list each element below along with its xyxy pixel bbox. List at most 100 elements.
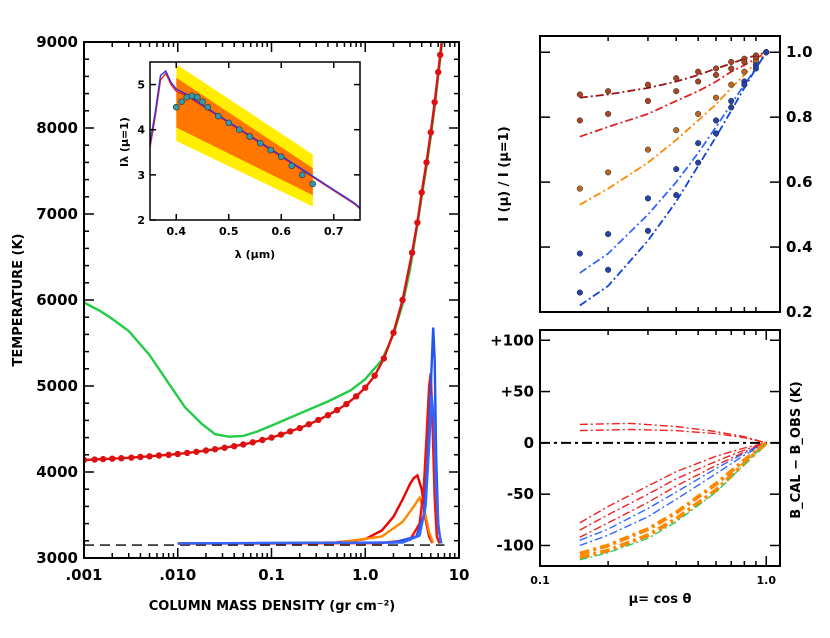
main-ytick-label: 9000 (36, 33, 78, 51)
intensity-ratio-observed-point (576, 250, 583, 257)
main-point (277, 431, 285, 438)
inset-ytick-label: 5 (137, 79, 145, 92)
main-point (305, 421, 313, 428)
intensity-ratio-ticks: 0.2 0.4 0.6 0.8 1.0 (540, 36, 813, 321)
intensity-ratio-observed-point (644, 227, 652, 234)
brightness-residual-xtick-label: 0.1 (530, 574, 550, 587)
intensity-ratio-observed-point (763, 49, 770, 56)
intensity-ratio-observed-point (605, 110, 612, 117)
main-point (431, 99, 438, 106)
intensity-ratio-curve-4 (579, 51, 768, 274)
main-plot-area (84, 22, 447, 546)
main-series-contribution-blue-2 (177, 394, 443, 545)
intensity-ratio-observed-point (576, 185, 583, 192)
inset-observed-point (256, 139, 264, 147)
main-ytick-label: 4000 (36, 463, 78, 481)
main-point (390, 329, 397, 336)
inset-observed-point (214, 112, 222, 120)
main-xtick-label: 1.0 (352, 566, 379, 584)
intensity-ratio-observed-point (605, 266, 612, 273)
main-point (352, 393, 360, 400)
intensity-ratio-ytick-label: 0.4 (786, 238, 813, 256)
main-point (193, 448, 200, 455)
inset-xtick-label: 0.7 (324, 225, 344, 238)
brightness-residual-xlabel: μ= cos θ (629, 592, 692, 607)
main-point (414, 219, 421, 226)
brightness-residual-orange-1 (579, 441, 768, 556)
intensity-ratio-ylabel: I (μ) / I (μ=1) (497, 126, 512, 221)
intensity-ratio-observed-point (713, 117, 720, 124)
intensity-ratio-observed-point (605, 88, 612, 95)
main-xtick-label: 10 (449, 566, 470, 584)
inset-xtick-label: 0.6 (272, 225, 292, 238)
inset-xtick-label: 0.4 (167, 225, 187, 238)
intensity-ratio-observed-point (673, 127, 680, 134)
main-point (315, 416, 322, 424)
intensity-ratio-panel: 0.2 0.4 0.6 0.8 1.0 I (μ) / I (μ=1) (497, 35, 813, 321)
intensity-ratio-observed-point (644, 146, 652, 153)
main-point (399, 296, 406, 304)
intensity-ratio-observed-point (728, 58, 735, 66)
main-temperature-panel: .001 .010 0.1 1.0 10 3000 4000 5000 6000 7000 8000… (11, 22, 470, 614)
intensity-ratio-observed-point (713, 71, 720, 79)
intensity-ratio-observed-point (713, 130, 720, 137)
inset-ytick-label: 4 (137, 124, 145, 137)
inset-observed-point (178, 98, 185, 106)
intensity-ratio-observed-point (605, 231, 612, 238)
main-ytick-label: 5000 (36, 377, 78, 395)
main-ytick-label: 6000 (36, 291, 78, 309)
main-point (202, 447, 210, 454)
main-point (380, 355, 388, 362)
main-series-contribution-orange (177, 495, 435, 545)
intensity-ratio-observed-point (576, 91, 583, 98)
intensity-ratio-observed-point (576, 289, 583, 296)
inset-observed-point (225, 119, 233, 127)
inset-ytick-label: 3 (137, 169, 145, 182)
inset-observed-point (235, 126, 243, 134)
intensity-ratio-ytick-label: 0.6 (786, 173, 813, 191)
intensity-ratio-observed-point (695, 140, 702, 147)
main-point (221, 444, 228, 451)
main-point (155, 452, 163, 459)
brightness-residual-ticks: +100 +50 0 -50 -100 0.1 1.0 (490, 330, 780, 587)
inset-observed-point (246, 133, 254, 140)
brightness-residual-axes-frame (539, 329, 781, 567)
intensity-ratio-observed-point (752, 65, 759, 72)
main-xtick-label: 0.1 (258, 566, 285, 584)
main-point (91, 456, 98, 463)
inset-ytick-label: 2 (137, 214, 145, 227)
intensity-ratio-observed-point (695, 78, 702, 85)
inset-axes-frame (149, 61, 361, 221)
intensity-ratio-observed-point (644, 195, 652, 202)
main-point (174, 450, 181, 458)
main-point (268, 434, 275, 441)
intensity-ratio-observed-point (605, 169, 612, 176)
brightness-residual-ytick-label: -50 (507, 485, 534, 503)
intensity-ratio-observed-point (741, 58, 748, 66)
main-point (259, 436, 266, 444)
main-point (118, 455, 125, 462)
main-point (441, 22, 447, 28)
main-point (183, 449, 191, 457)
intensity-ratio-curve-1 (579, 51, 767, 99)
main-point (343, 400, 350, 408)
main-point (240, 441, 247, 448)
intensity-ratio-observed-point (741, 81, 748, 88)
intensity-ratio-observed-point (713, 65, 720, 72)
intensity-ratio-observed-point (673, 166, 680, 173)
inset-observed-point (199, 98, 206, 106)
intensity-ratio-plot-area (576, 49, 770, 307)
intensity-ratio-observed-point (644, 81, 652, 88)
intensity-ratio-observed-point (695, 110, 702, 117)
intensity-ratio-curve-3 (579, 51, 767, 206)
brightness-residual-ytick-label: 0 (524, 434, 534, 452)
brightness-residual-ylabel: B_CAL − B_OBS (K) (789, 381, 804, 518)
inset-observed-point (309, 180, 317, 188)
intensity-ratio-observed-point (728, 104, 735, 111)
main-point (427, 129, 434, 136)
inset-observed-point (288, 162, 296, 170)
main-point (211, 446, 219, 453)
main-point (109, 455, 116, 462)
main-ytick-label: 7000 (36, 205, 78, 223)
inset-observed-point (204, 103, 212, 111)
